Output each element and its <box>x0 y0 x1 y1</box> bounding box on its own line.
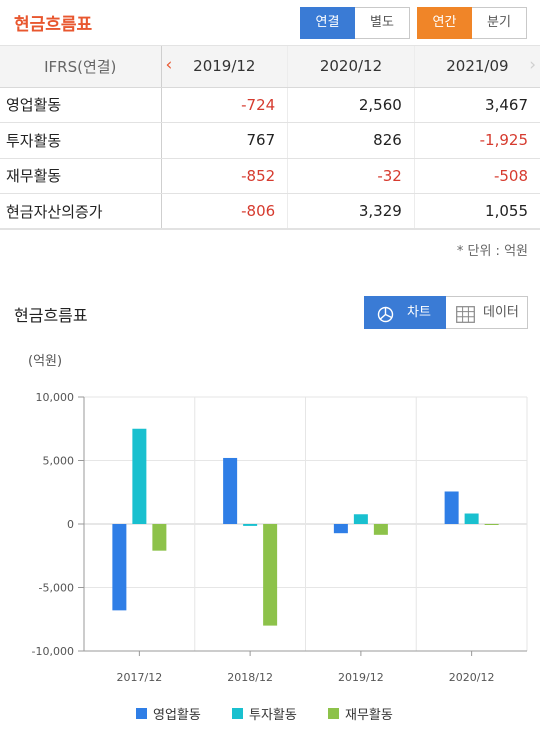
x-tick-label: 2020/12 <box>449 671 495 684</box>
legend-label: 영업활동 <box>153 708 201 723</box>
row-label: 재무활동 <box>0 158 162 194</box>
chart-legend: 영업활동 투자활동 재무활동 <box>0 704 540 724</box>
y-tick-label: -5,000 <box>39 582 74 595</box>
chart-toggle-button[interactable]: 차트 <box>364 296 446 329</box>
data-toggle-button[interactable]: 데이터 <box>446 296 528 329</box>
bar[interactable] <box>333 524 348 534</box>
bar[interactable] <box>223 457 238 524</box>
y-tick-label: 10,000 <box>36 391 75 404</box>
chart-toggle-label: 차트 <box>407 305 431 320</box>
pie-chart-icon <box>377 304 394 335</box>
table-header-label: IFRS(연결) <box>0 46 162 88</box>
chart-section-title: 현금흐름표 <box>14 306 88 325</box>
table-cell: 767 <box>161 122 289 159</box>
cashflow-bar-chart: 10,000 5,000 0 -5,000 -10,000 2017/12 2018/12 2… <box>32 391 528 684</box>
bar[interactable] <box>243 524 258 526</box>
table-cell: -724 <box>161 87 289 123</box>
table-cell: 826 <box>287 122 415 159</box>
table-row: 재무활동 -852 -32 -508 <box>0 158 540 194</box>
separate-button[interactable]: 별도 <box>355 7 410 39</box>
column-header: 2020/12 <box>287 46 415 88</box>
y-axis-unit: (억원) <box>28 354 63 369</box>
legend-swatch <box>232 708 243 719</box>
top-header: 현금흐름표 연결 별도 연간 분기 <box>0 0 540 46</box>
chevron-right-icon[interactable]: › <box>529 55 536 75</box>
x-tick-label: 2018/12 <box>227 671 273 684</box>
column-header: 2021/09 › <box>414 46 540 88</box>
bar[interactable] <box>152 524 167 551</box>
y-tick-label: 5,000 <box>43 455 75 468</box>
x-tick-label: 2019/12 <box>338 671 384 684</box>
quarterly-button[interactable]: 분기 <box>472 7 527 39</box>
unit-note: * 단위 : 억원 <box>456 244 528 259</box>
row-label: 영업활동 <box>0 87 162 123</box>
table-header-row: IFRS(연결) ‹ 2019/12 2020/12 2021/09 › <box>0 46 540 88</box>
bar[interactable] <box>263 524 278 626</box>
cashflow-table: IFRS(연결) ‹ 2019/12 2020/12 2021/09 › 영업활… <box>0 46 540 230</box>
bar[interactable] <box>444 491 459 524</box>
bar[interactable] <box>484 524 499 525</box>
consolidated-button[interactable]: 연결 <box>300 7 355 39</box>
table-cell: -32 <box>287 158 415 194</box>
table-cell: -1,925 <box>414 122 540 159</box>
bar[interactable] <box>132 428 147 524</box>
legend-label: 재무활동 <box>345 708 393 723</box>
row-label: 투자활동 <box>0 122 162 159</box>
table-cell: 3,329 <box>287 193 415 230</box>
data-toggle-label: 데이터 <box>483 305 519 320</box>
legend-swatch <box>136 708 147 719</box>
column-header: ‹ 2019/12 <box>161 46 289 88</box>
bar[interactable] <box>353 514 368 524</box>
row-label: 현금자산의증가 <box>0 193 162 230</box>
table-icon <box>456 304 475 335</box>
table-cell: 3,467 <box>414 87 540 123</box>
bar[interactable] <box>373 524 388 535</box>
page-title: 현금흐름표 <box>14 15 93 35</box>
legend-swatch <box>328 708 339 719</box>
bar[interactable] <box>112 524 127 611</box>
y-tick-label: 0 <box>67 518 74 531</box>
table-row: 현금자산의증가 -806 3,329 1,055 <box>0 193 540 230</box>
y-tick-label: -10,000 <box>32 645 74 658</box>
table-cell: 1,055 <box>414 193 540 230</box>
table-cell: -852 <box>161 158 289 194</box>
bar[interactable] <box>464 513 479 524</box>
table-cell: -508 <box>414 158 540 194</box>
annual-button[interactable]: 연간 <box>417 7 472 39</box>
table-cell: -806 <box>161 193 289 230</box>
legend-label: 투자활동 <box>249 708 297 723</box>
table-cell: 2,560 <box>287 87 415 123</box>
table-row: 영업활동 -724 2,560 3,467 <box>0 87 540 123</box>
table-row: 투자활동 767 826 -1,925 <box>0 122 540 159</box>
chevron-left-icon[interactable]: ‹ <box>165 55 173 75</box>
x-tick-label: 2017/12 <box>117 671 163 684</box>
